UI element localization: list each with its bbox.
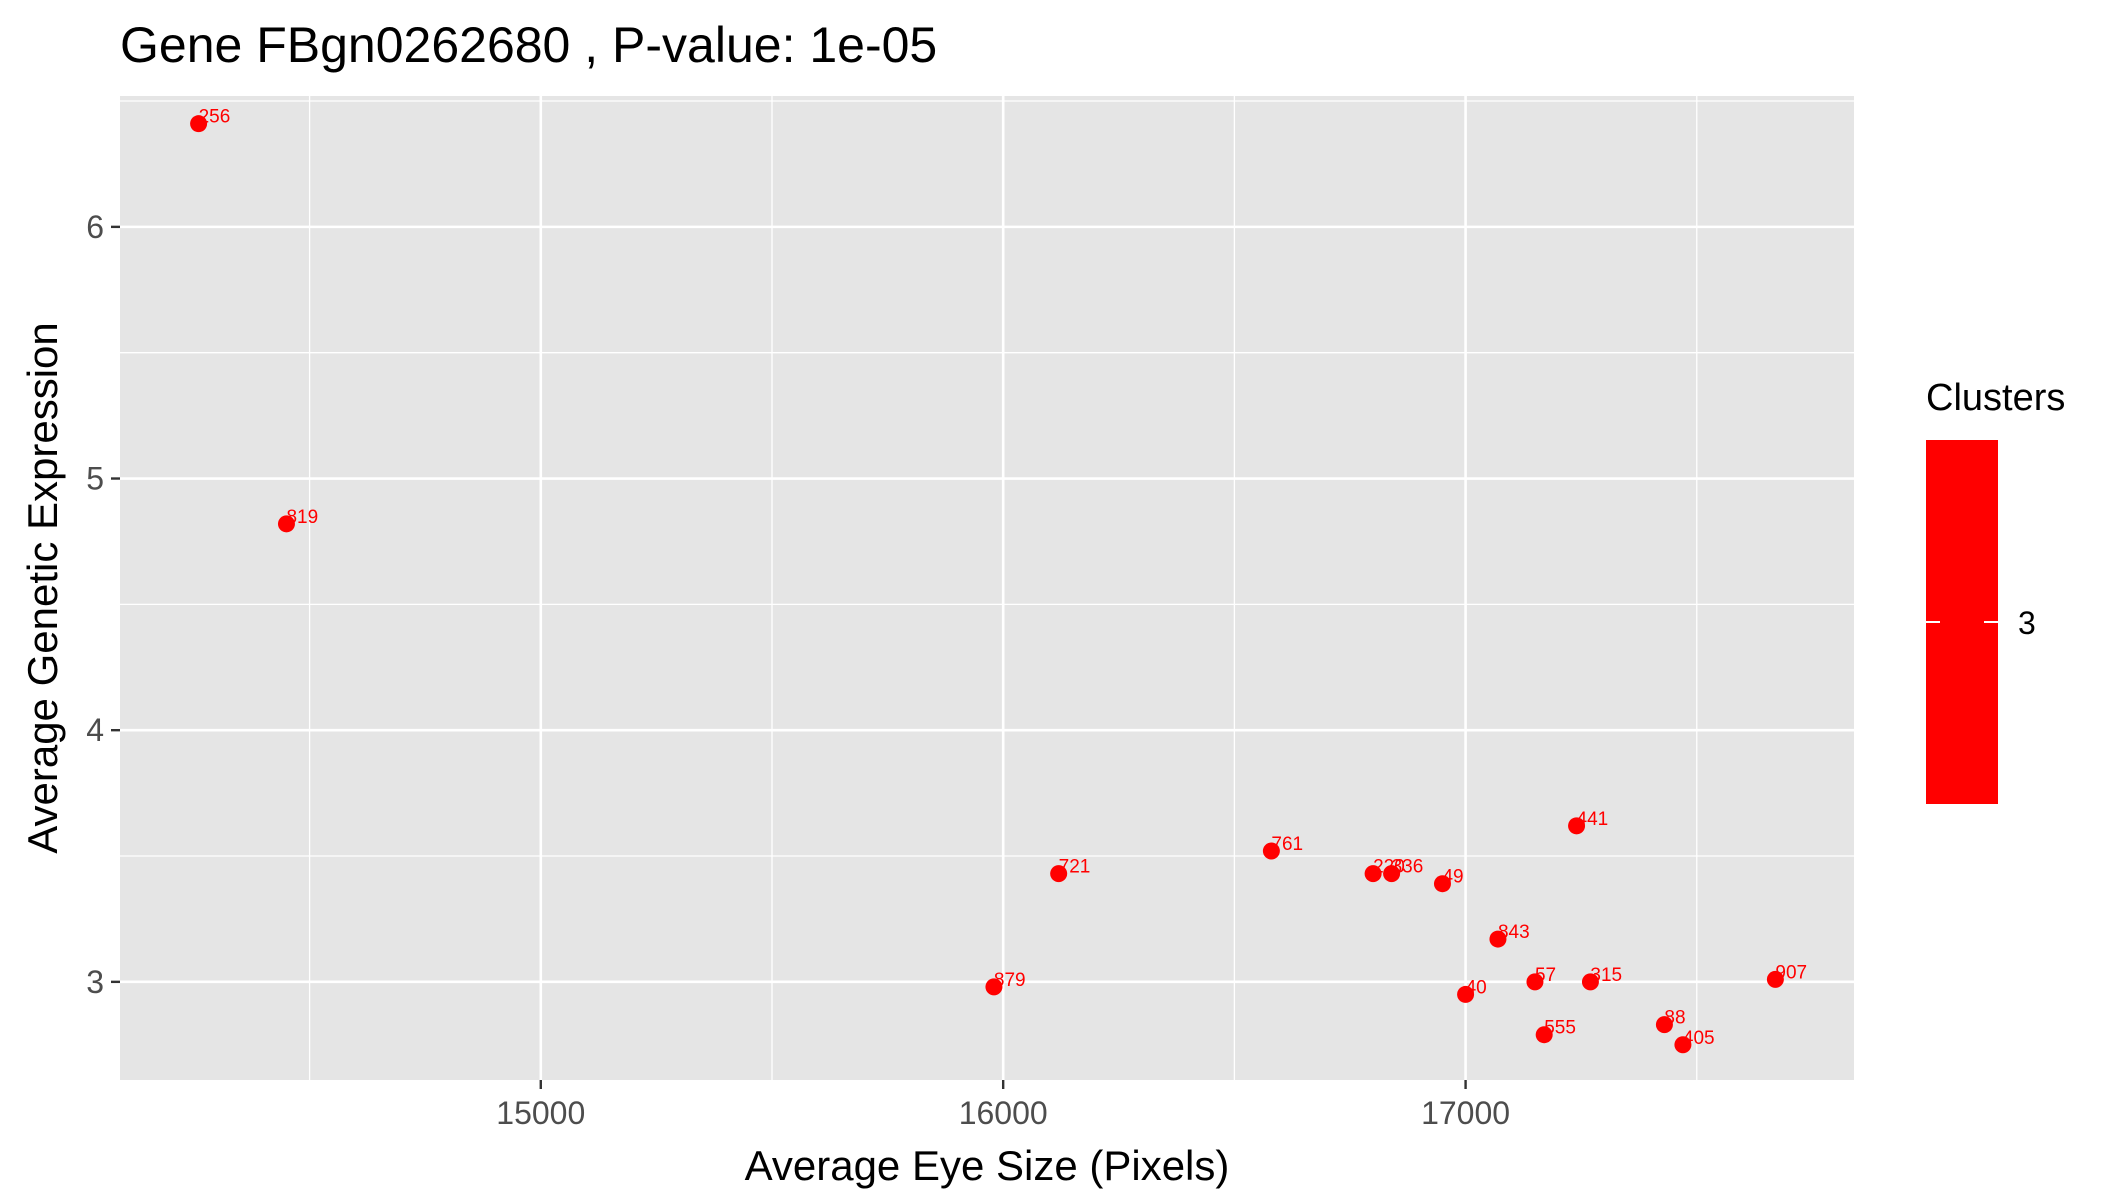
y-tick-label: 3 bbox=[86, 964, 104, 1000]
data-point-label: 220 bbox=[1373, 857, 1405, 878]
data-point-label: 721 bbox=[1059, 857, 1091, 878]
y-axis-title: Average Genetic Expression bbox=[19, 322, 66, 854]
x-axis-title: Average Eye Size (Pixels) bbox=[745, 1142, 1230, 1189]
data-point-label: 88 bbox=[1664, 1008, 1685, 1029]
data-point bbox=[1383, 865, 1401, 883]
x-tick-label: 17000 bbox=[1421, 1095, 1510, 1131]
data-point-label: 843 bbox=[1498, 922, 1530, 943]
data-point bbox=[190, 115, 208, 133]
data-point-label: 49 bbox=[1442, 867, 1463, 888]
data-point bbox=[1766, 970, 1784, 988]
x-tick-label: 16000 bbox=[959, 1095, 1048, 1131]
minor-gridlines bbox=[120, 96, 1854, 1080]
data-point-label: 907 bbox=[1775, 962, 1807, 983]
y-tick-label: 6 bbox=[86, 209, 104, 245]
x-tick-label: 15000 bbox=[496, 1095, 585, 1131]
y-axis: 3 4 5 6 bbox=[86, 209, 120, 1000]
data-point-label: 761 bbox=[1271, 834, 1303, 855]
data-point-label: 57 bbox=[1535, 965, 1556, 986]
data-point-label: 315 bbox=[1590, 965, 1622, 986]
data-point bbox=[1433, 875, 1451, 893]
data-point bbox=[277, 515, 295, 533]
data-point bbox=[1262, 842, 1280, 860]
legend-title: Clusters bbox=[1926, 377, 2065, 419]
legend: Clusters 3 bbox=[1926, 377, 2065, 804]
major-gridlines bbox=[120, 96, 1854, 1080]
data-points bbox=[190, 115, 1784, 1054]
y-tick-label: 5 bbox=[86, 461, 104, 497]
data-point-label: 405 bbox=[1683, 1028, 1715, 1049]
data-point-label: 555 bbox=[1544, 1018, 1576, 1039]
data-point-label: 256 bbox=[199, 107, 231, 128]
data-point bbox=[1489, 930, 1507, 948]
data-point-label: 336 bbox=[1392, 857, 1424, 878]
data-point bbox=[1457, 985, 1475, 1003]
data-point bbox=[1535, 1026, 1553, 1044]
x-axis: 15000 16000 17000 bbox=[496, 1080, 1510, 1131]
data-point bbox=[1674, 1036, 1692, 1054]
data-point bbox=[1655, 1016, 1673, 1034]
data-point-label: 819 bbox=[286, 507, 318, 528]
data-point-label: 40 bbox=[1466, 977, 1487, 998]
data-point bbox=[1050, 865, 1068, 883]
plot-panel bbox=[120, 96, 1854, 1080]
data-point bbox=[1526, 973, 1544, 991]
data-point bbox=[985, 978, 1003, 996]
data-point bbox=[1581, 973, 1599, 991]
data-point-label: 441 bbox=[1577, 809, 1609, 830]
legend-label: 3 bbox=[2018, 605, 2036, 641]
data-point bbox=[1568, 817, 1586, 835]
chart-title: Gene FBgn0262680 , P-value: 1e-05 bbox=[120, 17, 937, 73]
data-point-label: 879 bbox=[994, 970, 1026, 991]
y-tick-label: 4 bbox=[86, 712, 104, 748]
data-point bbox=[1364, 865, 1382, 883]
